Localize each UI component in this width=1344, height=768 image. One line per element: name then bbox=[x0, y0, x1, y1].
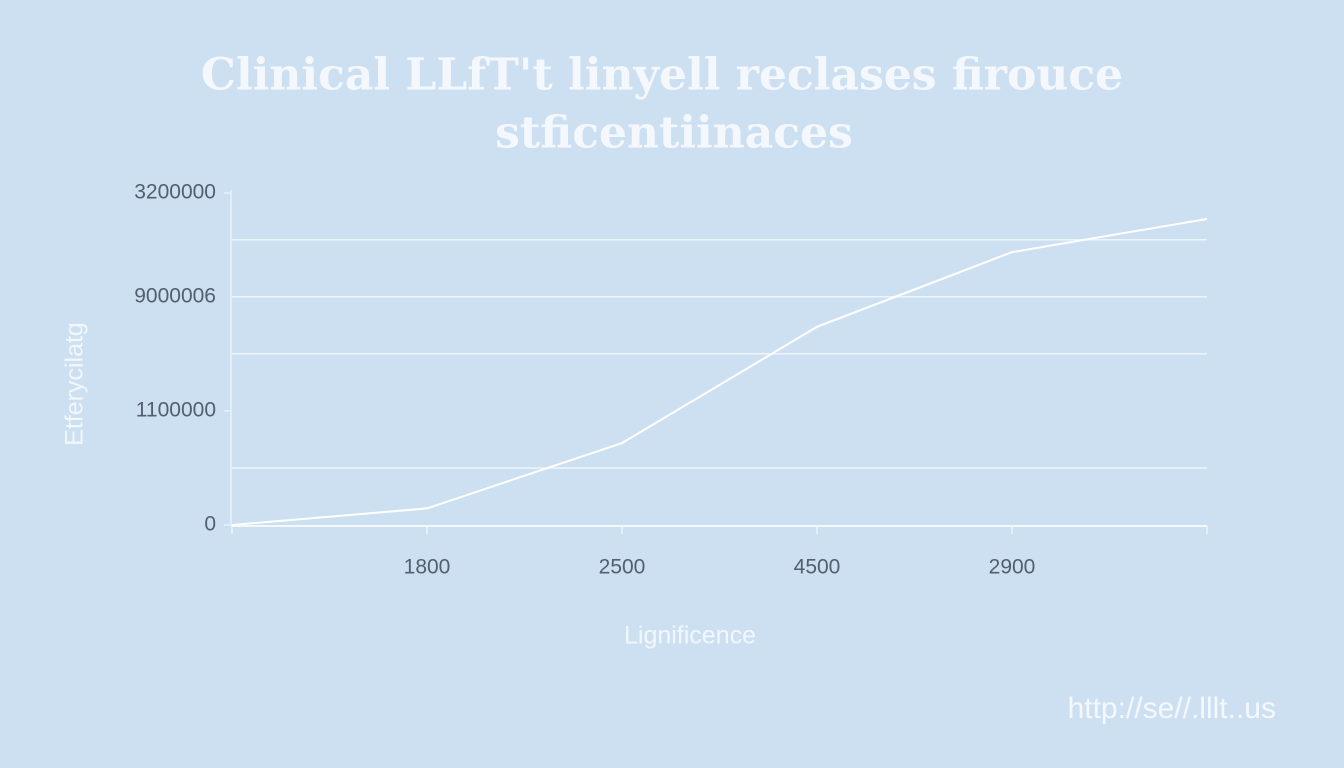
data-line bbox=[231, 217, 1208, 526]
chart-subtitle: stficentiinaces bbox=[495, 108, 853, 159]
chart-title: Clinical LLfT't linyell reclases firouce bbox=[201, 50, 1123, 101]
x-tick-label: 2500 bbox=[599, 556, 646, 579]
y-tick-label: 1100000 bbox=[136, 398, 216, 421]
y-tick-label: 0 bbox=[204, 513, 216, 536]
y-annotation: 9000006 bbox=[134, 284, 216, 307]
y-axis-label: Etferycilatg bbox=[61, 322, 89, 446]
y-tick-label: 3200000 bbox=[134, 181, 216, 204]
x-tick-label: 1800 bbox=[404, 556, 451, 579]
x-tick-label: 2900 bbox=[989, 556, 1036, 579]
footer-url: http://se//.lllt..us bbox=[1068, 692, 1276, 725]
x-tick-label: 4500 bbox=[794, 556, 841, 579]
x-axis-label: Lignificence bbox=[624, 622, 756, 650]
